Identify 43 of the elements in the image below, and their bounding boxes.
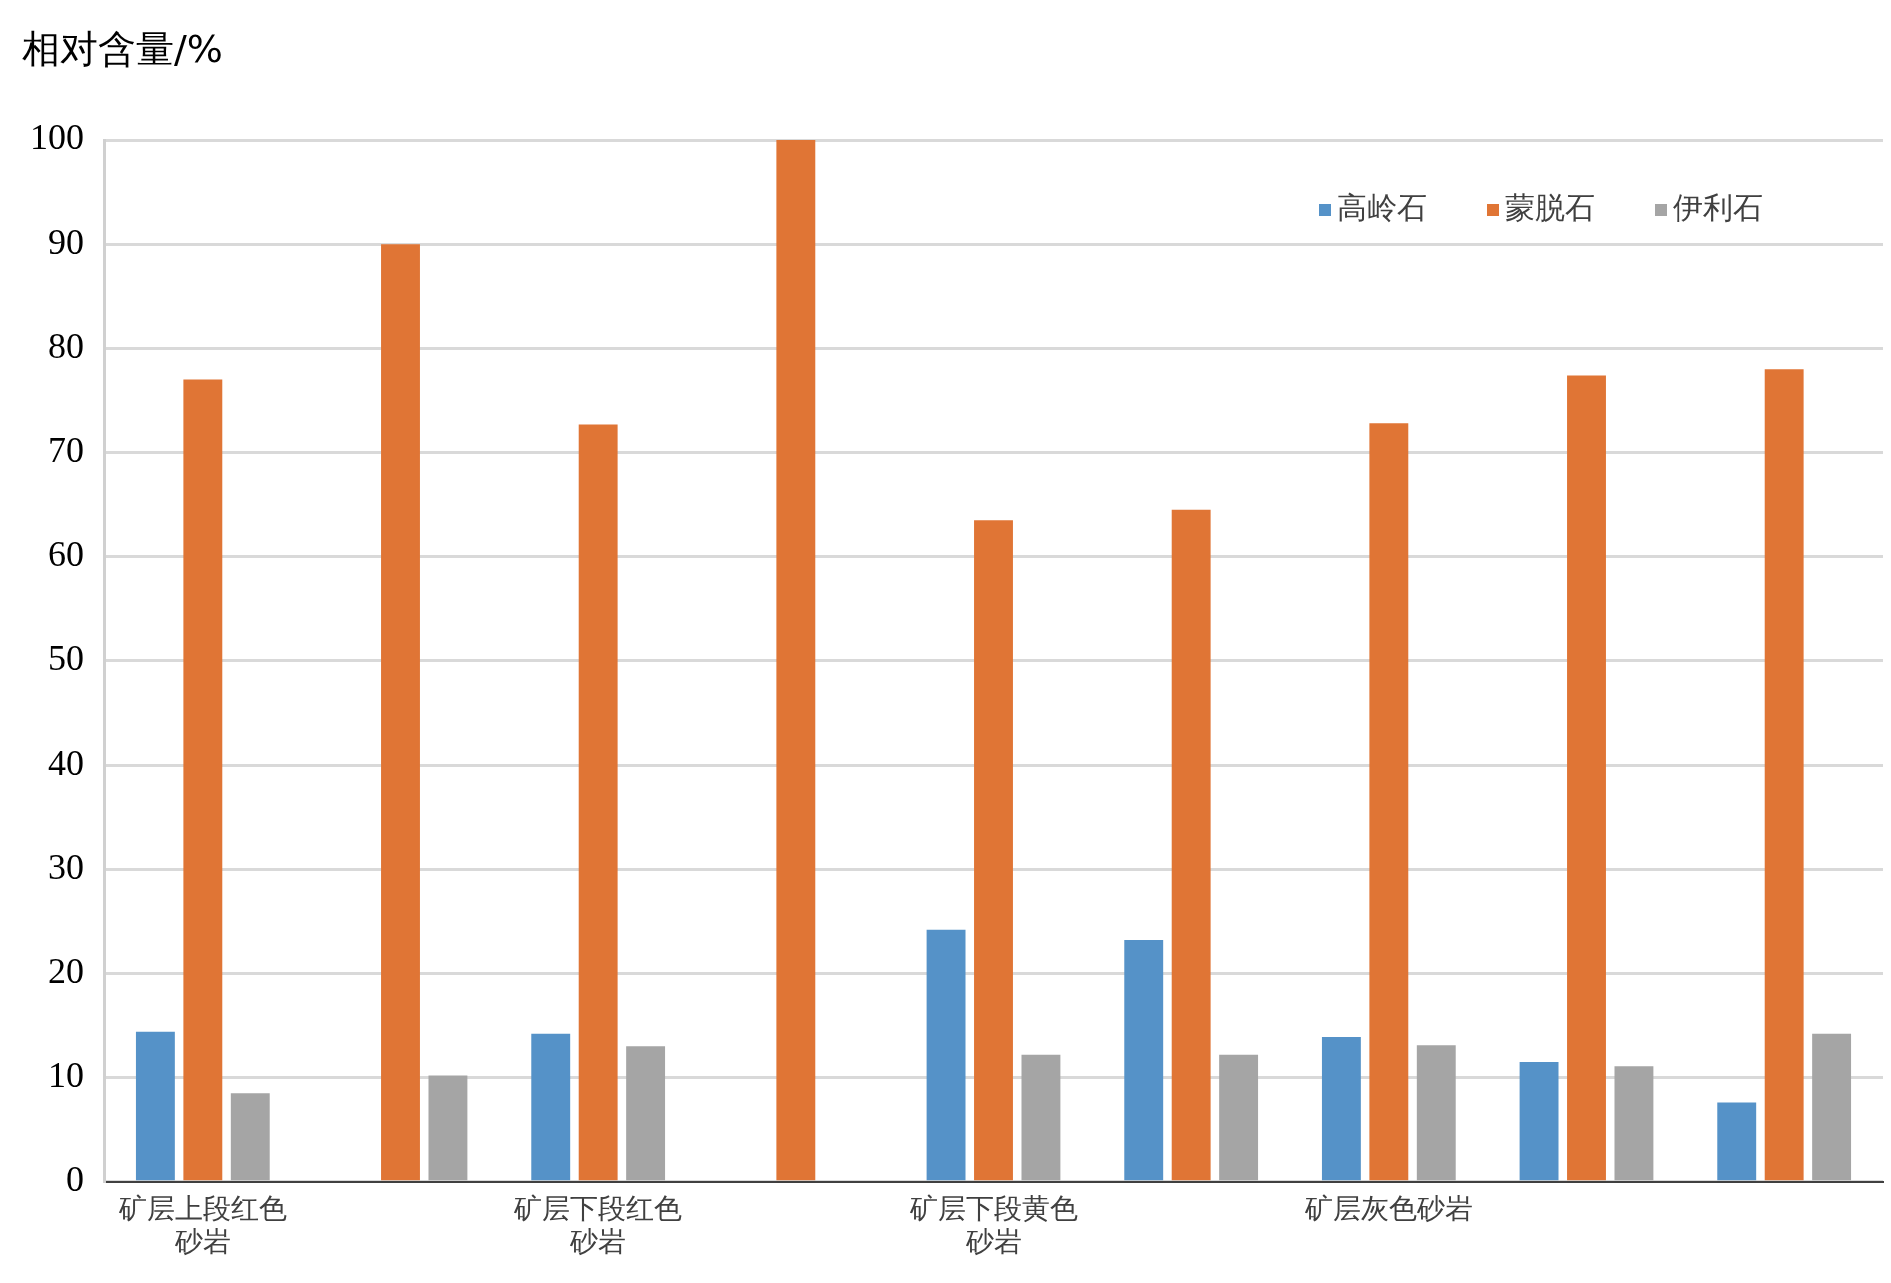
y-tick-label: 100	[30, 117, 84, 158]
bar	[1124, 940, 1164, 1181]
bar	[230, 1093, 270, 1181]
bar	[578, 424, 618, 1181]
bar	[1519, 1061, 1559, 1181]
bar	[1369, 423, 1409, 1181]
bar	[428, 1075, 468, 1181]
bar	[1321, 1036, 1361, 1181]
y-tick-label: 40	[48, 742, 84, 783]
x-tick-label: 矿层下段红色砂岩	[513, 1191, 683, 1259]
legend-label: 蒙脱石	[1505, 189, 1595, 225]
legend-label: 伊利石	[1673, 189, 1763, 225]
bar	[776, 140, 816, 1181]
x-tick-label: 矿层灰色砂岩	[1303, 1191, 1473, 1225]
bar	[626, 1046, 666, 1181]
bar	[974, 520, 1013, 1181]
y-tick-label: 0	[66, 1159, 84, 1200]
y-tick-label: 70	[48, 429, 84, 470]
bar	[183, 379, 223, 1181]
x-tick-label: 矿层下段黄色砂岩	[908, 1191, 1078, 1259]
y-tick-label: 10	[48, 1055, 84, 1096]
y-tick-label: 90	[48, 221, 84, 262]
y-tick-label: 60	[48, 534, 84, 575]
x-tick-label: 矿层上段红色砂岩	[117, 1191, 287, 1259]
y-tick-label: 30	[48, 846, 84, 887]
y-tick-label: 50	[48, 638, 84, 679]
bar	[1416, 1045, 1456, 1181]
bar	[1171, 509, 1211, 1181]
bar	[1812, 1033, 1852, 1181]
y-tick-label: 20	[48, 950, 84, 991]
bar	[531, 1033, 571, 1181]
bar	[1614, 1066, 1654, 1181]
y-axis-title: 相对含量/%	[22, 26, 223, 71]
bar	[926, 929, 966, 1181]
bar	[135, 1031, 175, 1181]
bar	[1717, 1102, 1757, 1181]
legend-label: 高岭石	[1337, 189, 1427, 225]
bar	[1764, 369, 1804, 1181]
y-tick-label: 80	[48, 325, 84, 366]
bar	[1219, 1054, 1259, 1181]
bar	[381, 244, 420, 1181]
bar	[1567, 375, 1606, 1181]
bar	[1021, 1054, 1061, 1181]
